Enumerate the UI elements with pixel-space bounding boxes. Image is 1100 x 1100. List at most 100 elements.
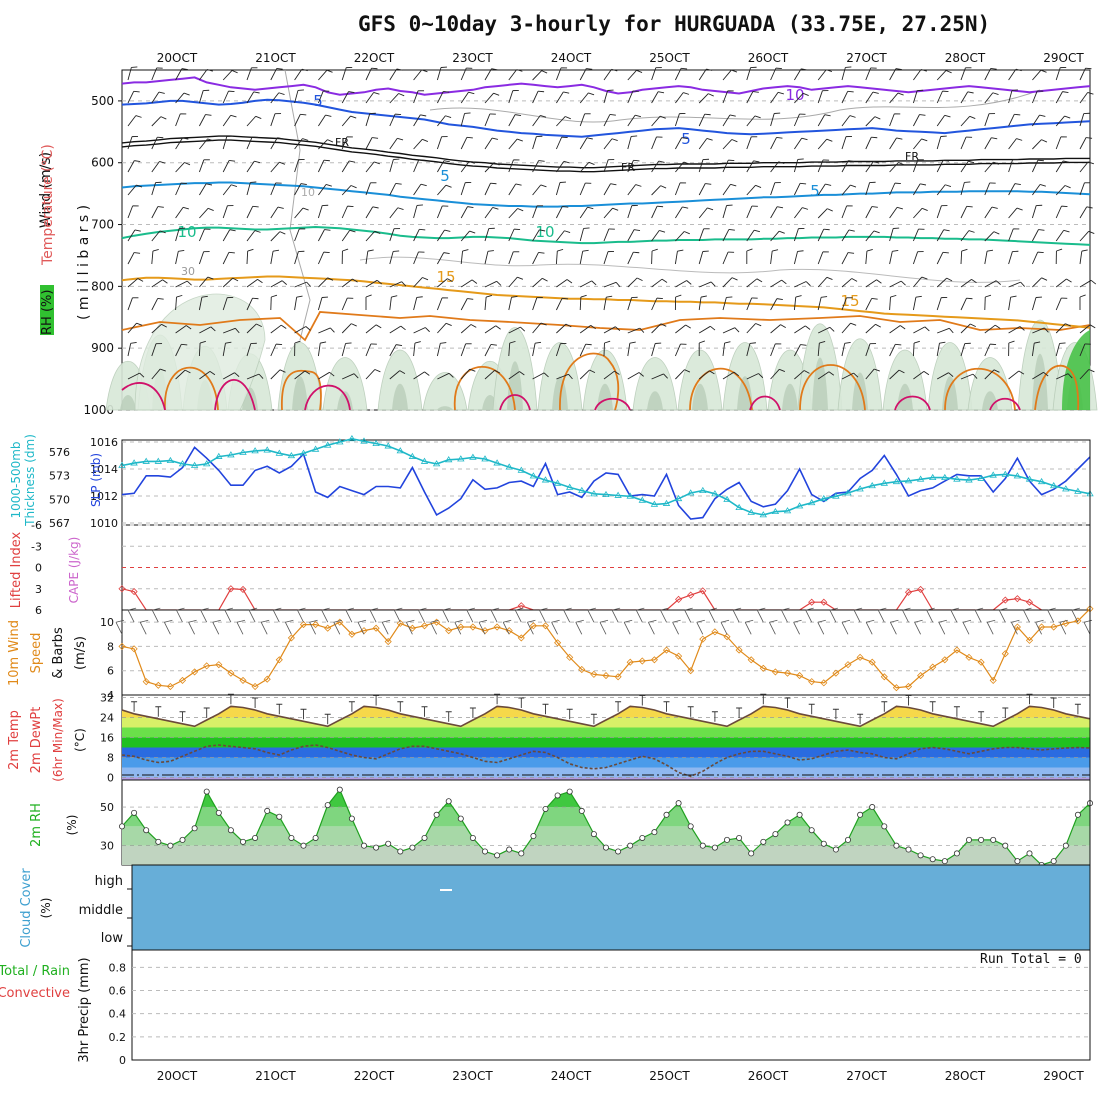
surface-wind-barb xyxy=(599,622,607,635)
wind-barb-flag xyxy=(844,342,851,344)
temp-minmax-bar xyxy=(1050,697,1057,708)
wind-barb-flag xyxy=(416,204,423,206)
wind-barb xyxy=(603,207,613,219)
wind-barb-flag xyxy=(991,206,998,209)
wind-barb-flag xyxy=(993,161,1000,165)
wind-tick-label: 10 xyxy=(100,616,114,629)
wind-barb xyxy=(127,91,135,104)
lifted-index-marker xyxy=(820,598,828,606)
wind-barb-flag xyxy=(876,279,882,284)
wind-barb xyxy=(841,278,853,288)
wind-speed-marker xyxy=(1001,650,1009,658)
wind-barb xyxy=(627,160,634,173)
wind-barb-flag xyxy=(683,161,690,165)
cloud-level-label: low xyxy=(101,931,124,946)
wind-barb xyxy=(556,373,569,380)
isotherm-label: FR xyxy=(335,136,349,149)
wind-barb-flag xyxy=(563,160,570,164)
rh-marker xyxy=(131,809,138,816)
precip-tick-label: 0.8 xyxy=(109,961,127,974)
wind-barb xyxy=(318,229,325,242)
wind-barb xyxy=(508,138,518,150)
wind-barb xyxy=(294,370,306,380)
rh-marker xyxy=(941,858,948,865)
wind-speed-marker xyxy=(844,661,852,669)
surface-wind-barb-flag xyxy=(128,607,137,611)
wind-tick-label: 4 xyxy=(107,689,114,702)
thickness-ylabel-1: 1000-500mb xyxy=(9,441,23,518)
rh-marker xyxy=(373,844,380,851)
wind-barb xyxy=(841,205,848,219)
wind-barb-flag xyxy=(160,116,167,120)
wind-barb-flag xyxy=(705,183,712,185)
date-label-top: 23OCT xyxy=(452,51,493,65)
rh-marker xyxy=(1074,811,1081,818)
wind-barb-flag xyxy=(1038,229,1045,231)
wind-barb-flag xyxy=(420,183,427,187)
wind-barb xyxy=(793,113,800,127)
wind-barb xyxy=(341,205,348,219)
wind-barb xyxy=(341,160,350,173)
temp-tick-label: 0 xyxy=(107,772,114,785)
wind-barb xyxy=(579,280,592,288)
surface-wind-barb-flag xyxy=(817,619,826,623)
wind-speed-marker xyxy=(856,653,864,661)
wind-speed-marker xyxy=(566,653,574,661)
wind-speed-marker xyxy=(420,622,429,630)
temp-minmax-bar xyxy=(1026,693,1033,705)
wind-speed-marker xyxy=(517,634,525,642)
precip-tick-label: 0.4 xyxy=(109,1008,127,1021)
wind-barb xyxy=(437,252,445,265)
wind-barb-flag xyxy=(157,206,164,208)
wind-barb xyxy=(984,182,991,196)
wind-barb-flag xyxy=(921,138,928,142)
wind-barb-flag xyxy=(1016,138,1023,141)
wind-barb-flag xyxy=(898,369,905,374)
rh-marker xyxy=(845,836,852,843)
wind-barb xyxy=(579,92,589,104)
wind-barb-flag xyxy=(280,324,287,329)
wind-speed-marker xyxy=(904,682,913,691)
surface-wind-barb-flag xyxy=(587,607,596,611)
wind-tick-label: 8 xyxy=(107,640,114,653)
wind-barb xyxy=(294,68,303,81)
wind-barb xyxy=(1079,324,1091,334)
wind-barb-flag xyxy=(254,230,261,233)
wind-barb xyxy=(936,184,946,196)
upper-ylabel-wind: Wind (m/s) xyxy=(38,152,54,228)
wind-barb xyxy=(389,297,392,311)
wind-barb xyxy=(460,161,470,173)
wind-barb xyxy=(484,183,491,196)
rh-marker xyxy=(917,852,924,859)
wind-barb xyxy=(889,228,894,242)
rh-marker xyxy=(457,815,464,822)
wind-barb xyxy=(341,115,351,127)
wind-barb-flag xyxy=(397,137,404,141)
wind-speed-marker xyxy=(989,676,997,684)
wind-barb xyxy=(841,343,846,357)
surface-wind-barb-flag xyxy=(273,607,282,611)
wind-barb-flag xyxy=(943,159,950,162)
wind-barb-flag xyxy=(258,373,264,379)
rh-marker xyxy=(336,786,343,793)
wind-barb xyxy=(936,277,948,288)
wind-barb-flag xyxy=(827,208,833,212)
rh-marker xyxy=(699,842,706,849)
wind-barb xyxy=(365,206,374,219)
wind-barb-flag xyxy=(1065,323,1071,327)
wind-barb xyxy=(1008,114,1015,127)
wind-barb xyxy=(317,251,325,265)
li-tick-label: 3 xyxy=(35,583,42,596)
surface-wind-barb xyxy=(732,609,740,623)
wind-barb xyxy=(460,368,471,380)
wind-barb xyxy=(127,160,135,173)
surface-wind-barb-flag xyxy=(636,607,645,611)
wind-barb xyxy=(484,251,489,265)
wind-barb-flag xyxy=(970,323,976,328)
wind-barb-flag xyxy=(920,69,927,72)
wind-barb xyxy=(603,326,616,334)
wind-barb-flag xyxy=(568,374,573,380)
wind-barb xyxy=(270,68,278,81)
wind-barb xyxy=(151,368,161,380)
wind-barb xyxy=(1079,369,1090,380)
